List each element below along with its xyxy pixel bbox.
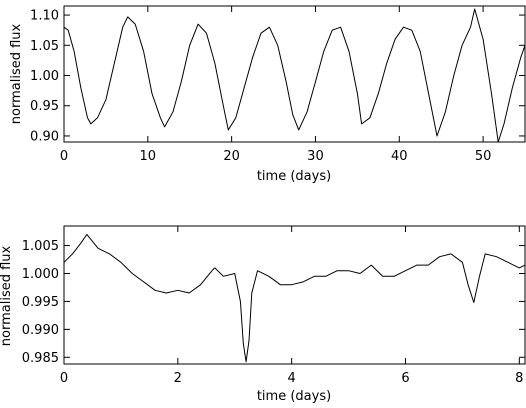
- top-flux-series-line: [63, 8, 526, 143]
- y-tick-label: 1.000: [22, 267, 59, 282]
- bottom-x-axis-ticks: 0 2 4 6 8: [60, 226, 523, 386]
- y-tick-label: 1.005: [22, 239, 59, 254]
- x-tick-label: 30: [307, 149, 324, 164]
- bottom-panel: 0 2 4 6 8 0.985 0.990 0.995 1.000 1.005 time (da…: [0, 225, 526, 404]
- bottom-y-axis-ticks: 0.985 0.990 0.995 1.000 1.005: [22, 239, 525, 366]
- y-tick-label: 1.05: [30, 39, 59, 54]
- top-x-axis-ticks: 0 10 20 30 40 50: [60, 6, 492, 164]
- x-tick-label: 2: [174, 371, 182, 386]
- x-tick-label: 50: [475, 149, 492, 164]
- x-tick-label: 4: [288, 371, 296, 386]
- y-tick-label: 1.00: [30, 69, 59, 84]
- bottom-plot-frame: [63, 225, 526, 365]
- bottom-x-axis-title: time (days): [257, 389, 331, 403]
- y-tick-label: 0.985: [22, 351, 59, 366]
- y-tick-label: 0.90: [30, 129, 59, 144]
- top-y-axis-ticks: 0.90 0.95 1.00 1.05 1.10: [30, 9, 525, 144]
- bottom-flux-series-line: [63, 233, 526, 363]
- x-tick-label: 40: [391, 149, 408, 164]
- top-plot-area: [63, 8, 526, 143]
- x-tick-label: 0: [60, 149, 68, 164]
- y-tick-label: 1.10: [30, 9, 59, 24]
- bottom-plot-area: [63, 233, 526, 363]
- x-tick-label: 6: [401, 371, 409, 386]
- y-tick-label: 0.95: [30, 99, 59, 114]
- x-tick-label: 8: [515, 371, 523, 386]
- top-plot-frame: [63, 5, 526, 143]
- x-tick-label: 20: [223, 149, 240, 164]
- top-panel: 0 10 20 30 40 50 0.90 0.95 1.00 1.05 1.10 time (d…: [9, 5, 526, 184]
- top-x-axis-title: time (days): [257, 169, 331, 184]
- y-tick-label: 0.990: [22, 323, 59, 338]
- y-tick-label: 0.995: [22, 295, 59, 310]
- bottom-y-axis-title: normalised flux: [0, 245, 14, 346]
- x-tick-label: 10: [140, 149, 157, 164]
- x-tick-label: 0: [60, 371, 68, 386]
- top-y-axis-title: normalised flux: [9, 23, 24, 124]
